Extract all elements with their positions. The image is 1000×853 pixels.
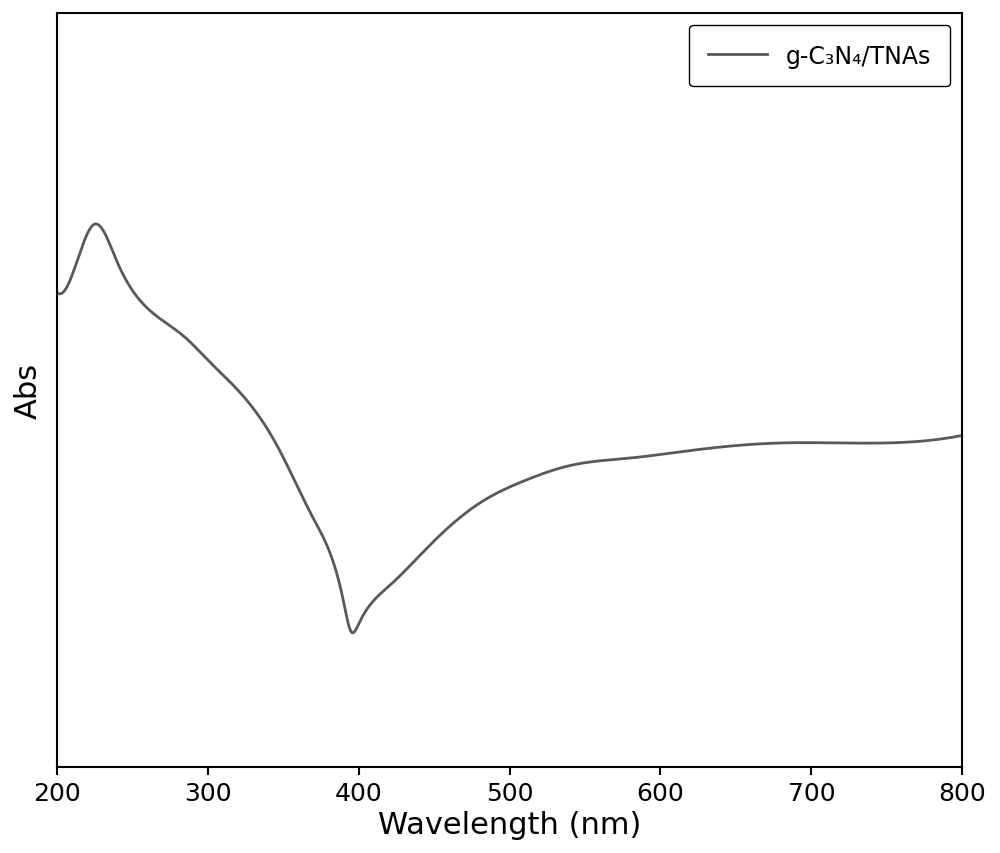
Y-axis label: Abs: Abs	[14, 363, 43, 419]
X-axis label: Wavelength (nm): Wavelength (nm)	[378, 810, 641, 839]
Legend: g-C₃N₄/TNAs: g-C₃N₄/TNAs	[689, 26, 950, 87]
